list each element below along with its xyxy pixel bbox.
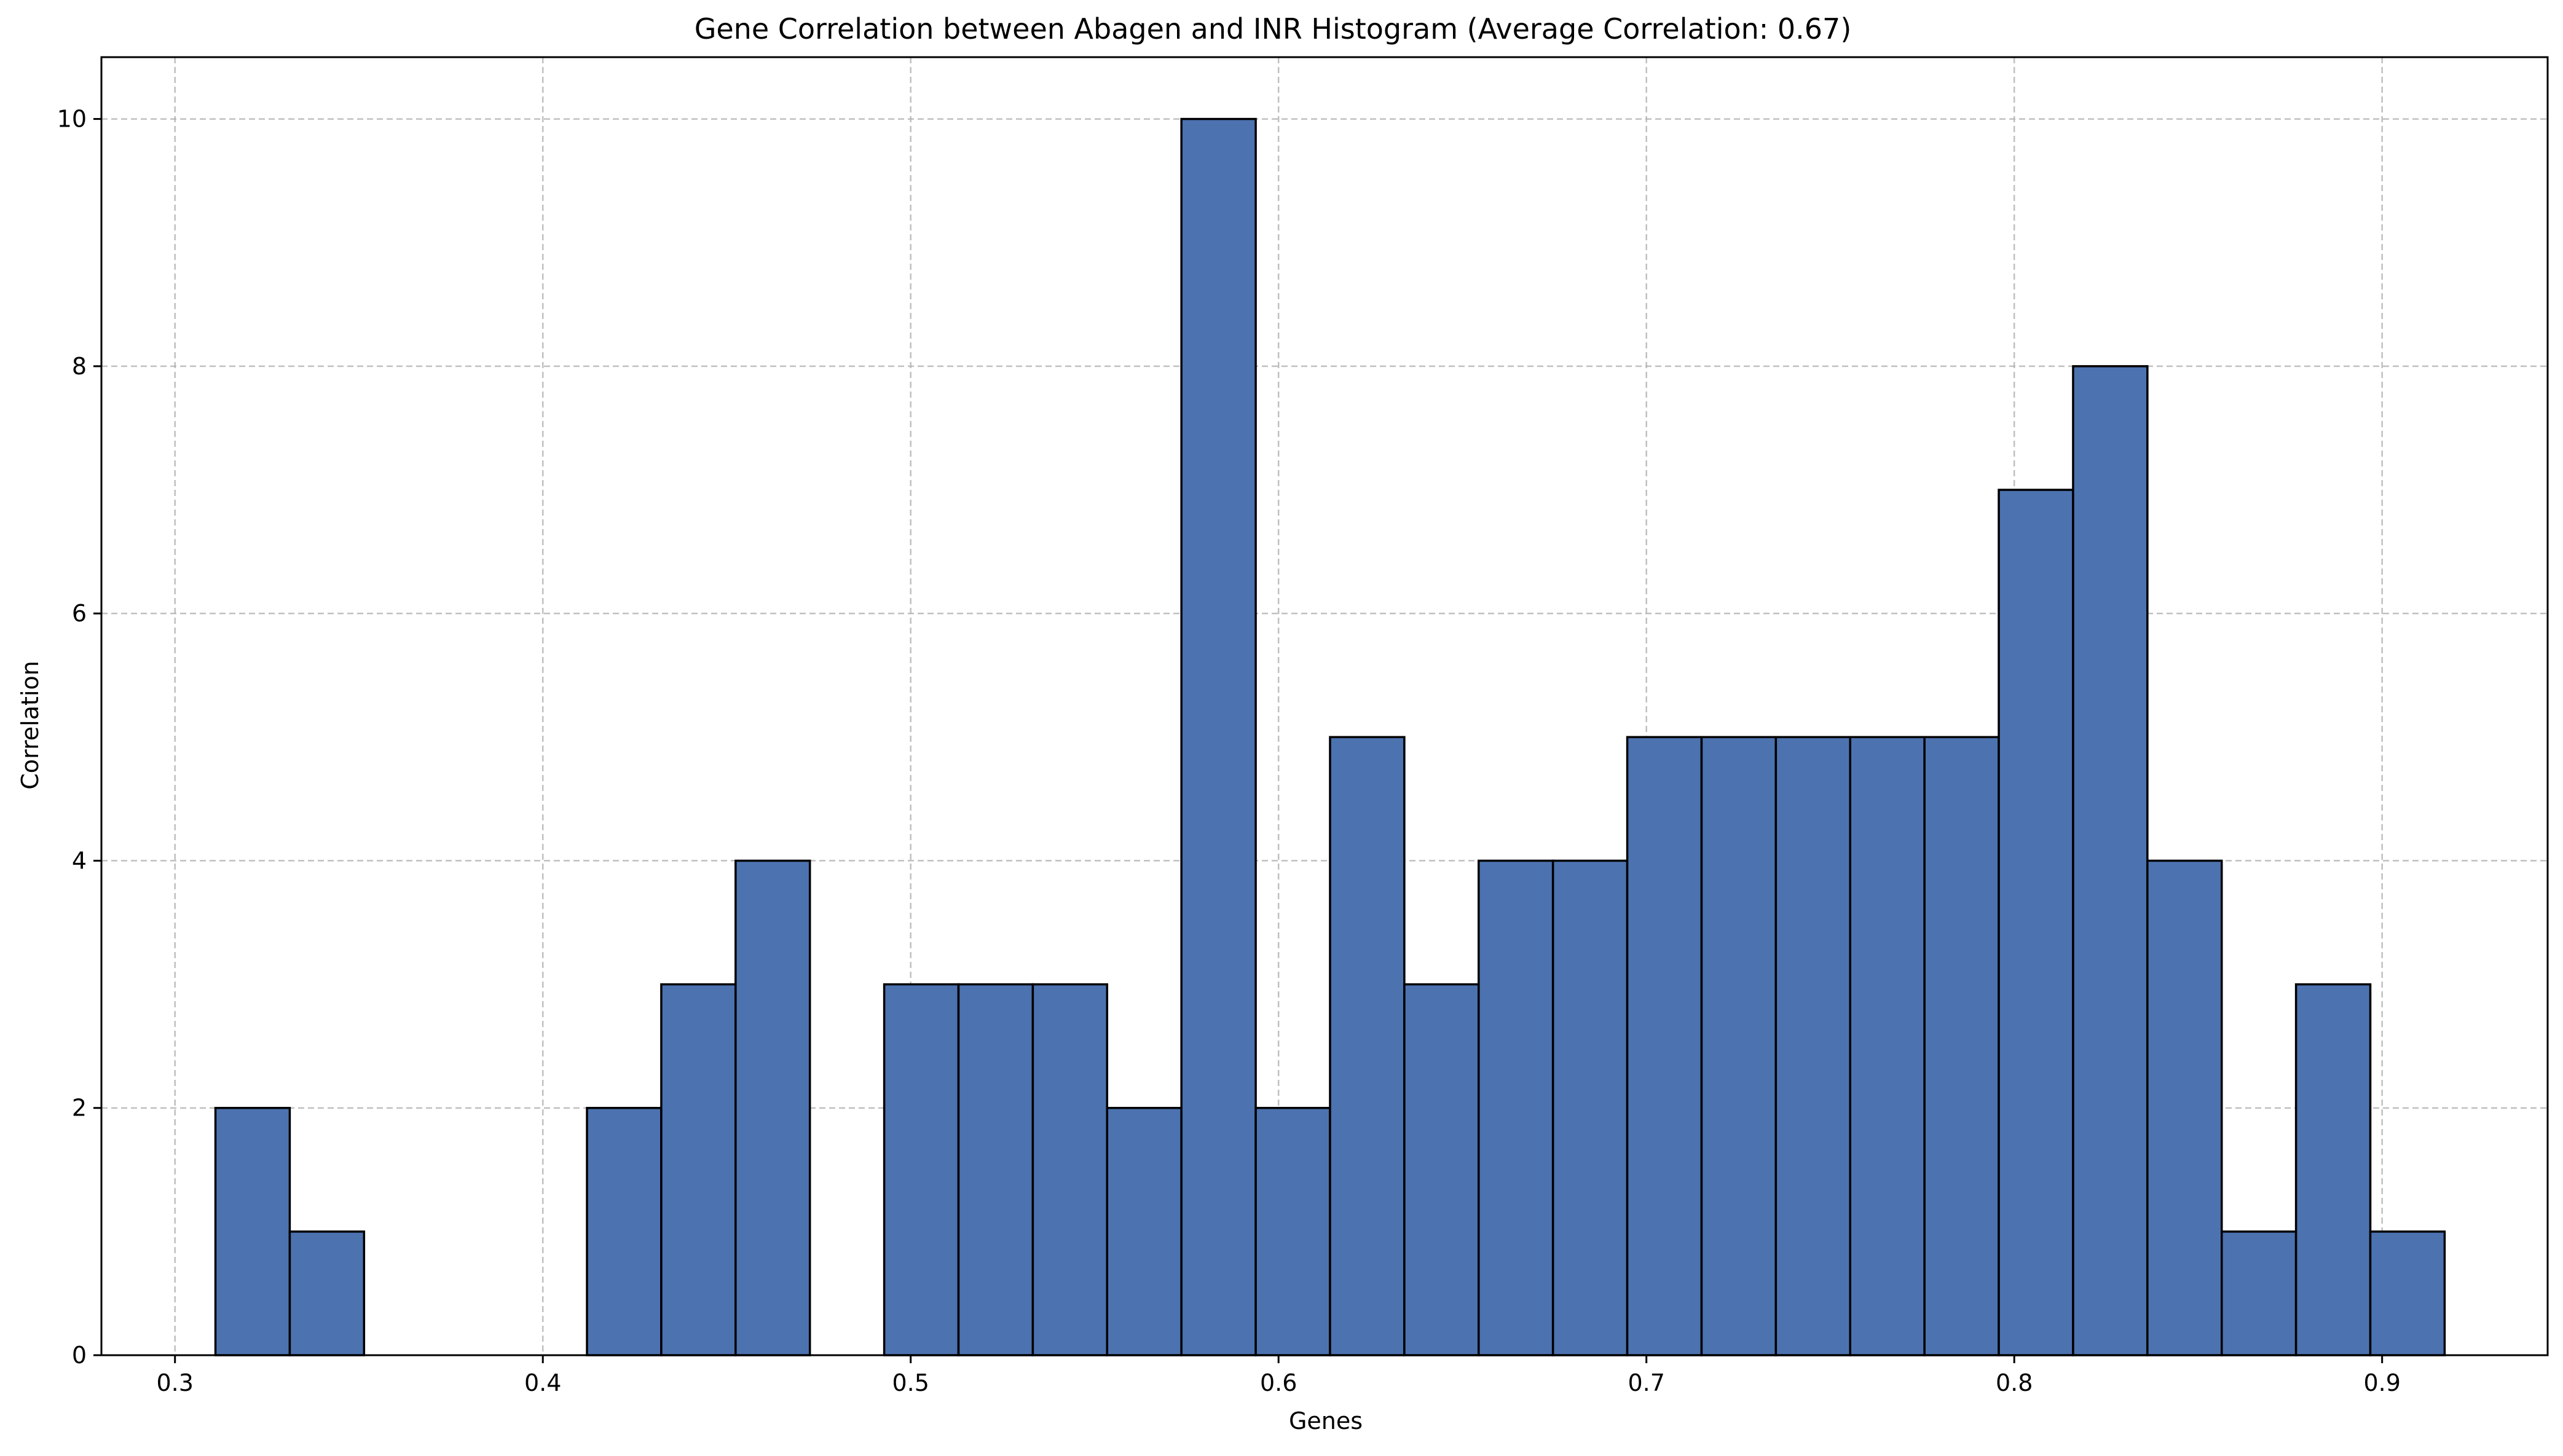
- y-axis-label: Correlation: [17, 661, 44, 790]
- labels-layer: Gene Correlation between Abagen and INR …: [17, 12, 1851, 1434]
- y-tick-label: 4: [72, 847, 87, 874]
- histogram-bar: [660, 983, 737, 1356]
- y-tick-label: 10: [57, 106, 87, 133]
- histogram-bar: [1849, 736, 1926, 1356]
- bars-layer: [214, 117, 2446, 1356]
- histogram-bar: [214, 1106, 291, 1356]
- histogram-bar: [1031, 983, 1109, 1356]
- x-tick-label: 0.4: [524, 1369, 561, 1396]
- histogram-bar: [1923, 736, 2000, 1356]
- histogram-bar: [2072, 365, 2149, 1356]
- histogram-bar: [288, 1230, 366, 1356]
- histogram-bar: [1774, 736, 1852, 1356]
- histogram-bar: [1998, 489, 2074, 1356]
- histogram-bar: [957, 983, 1034, 1356]
- histogram-bar: [586, 1106, 663, 1356]
- histogram-bar: [1180, 117, 1257, 1356]
- x-tick-label: 0.9: [2363, 1369, 2400, 1396]
- histogram-bar: [2146, 859, 2223, 1356]
- histogram-bar: [2294, 983, 2372, 1356]
- histogram-bar: [1254, 1106, 1331, 1356]
- x-tick-label: 0.6: [1260, 1369, 1297, 1396]
- x-tick-label: 0.3: [156, 1369, 193, 1396]
- axes-layer: 0.3 0.4 0.5 0.6 0.7 0.8 0.9 0 2 4 6 8 10: [57, 56, 2549, 1396]
- histogram-bar: [1403, 983, 1480, 1356]
- x-tick-label: 0.7: [1628, 1369, 1664, 1396]
- histogram-bar: [1329, 736, 1406, 1356]
- histogram-bar: [2220, 1230, 2297, 1356]
- histogram-bar: [1478, 859, 1554, 1356]
- y-tick-label: 8: [72, 353, 87, 380]
- x-tick-label: 0.8: [1996, 1369, 2033, 1396]
- x-tick-label: 0.5: [892, 1369, 929, 1396]
- y-tick-label: 2: [72, 1095, 87, 1122]
- histogram-bar: [1551, 859, 1629, 1356]
- histogram-bar: [1700, 736, 1778, 1356]
- histogram-bar: [1106, 1106, 1183, 1356]
- plot-frame: [100, 56, 2549, 1356]
- histogram-bar: [2369, 1230, 2446, 1356]
- y-tick-label: 0: [72, 1342, 87, 1369]
- histogram-bar: [734, 859, 811, 1356]
- histogram-bar: [1626, 736, 1703, 1356]
- chart-title: Gene Correlation between Abagen and INR …: [695, 12, 1852, 45]
- x-axis-label: Genes: [1289, 1407, 1363, 1434]
- y-tick-label: 6: [72, 600, 87, 627]
- histogram-bar: [883, 983, 960, 1356]
